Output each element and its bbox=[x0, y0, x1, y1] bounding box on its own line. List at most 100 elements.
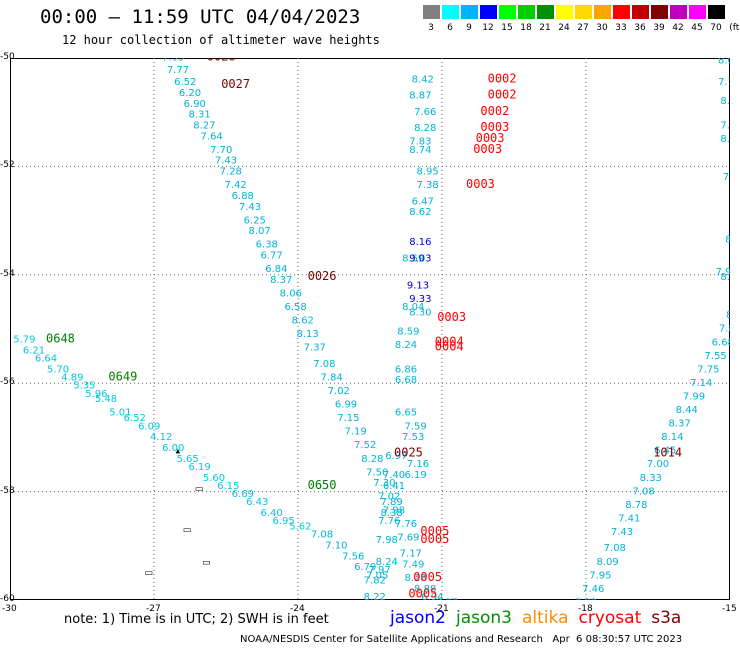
pass-time-label: 0025 bbox=[394, 445, 423, 459]
wave-height-value: 7.76 bbox=[395, 519, 417, 530]
wave-height-value: 6.69 bbox=[232, 489, 254, 500]
colorbar-label: 9 bbox=[466, 23, 472, 33]
colorbar-swatch bbox=[613, 5, 630, 19]
latitude-tick: -56 bbox=[0, 377, 15, 388]
credit-line: NOAA/NESDIS Center for Satellite Applica… bbox=[240, 634, 683, 645]
wave-height-value: 7.56 bbox=[342, 551, 364, 562]
wave-height-value: 8.1 bbox=[720, 134, 730, 145]
latitude-tick: -58 bbox=[0, 485, 15, 496]
colorbar-label: 30 bbox=[596, 23, 608, 33]
colorbar-swatch bbox=[689, 5, 706, 19]
colorbar-label: 39 bbox=[653, 23, 665, 33]
latitude-tick: -50 bbox=[0, 52, 15, 62]
colorbar-swatch bbox=[632, 5, 649, 19]
wave-height-value: 8.09 bbox=[596, 557, 618, 568]
wave-height-value: 8.22 bbox=[364, 592, 386, 600]
wave-height-value: 7.08 bbox=[632, 486, 654, 497]
colorbar-swatch bbox=[442, 5, 459, 19]
wave-height-value: 8.2 bbox=[720, 96, 730, 107]
wave-height-value: 8.06 bbox=[280, 288, 302, 299]
wave-height-value: 7.53 bbox=[402, 432, 424, 443]
wave-height-value: 8.78 bbox=[625, 500, 647, 511]
colorbar-label: 27 bbox=[577, 23, 589, 33]
wave-height-value: 7.80 bbox=[719, 324, 730, 335]
wave-height-value: 8.16 bbox=[409, 237, 431, 248]
wave-height-value: 7.64 bbox=[200, 131, 222, 142]
wave-height-value: 7.43 bbox=[215, 156, 237, 167]
wave-height-value: 7.43 bbox=[611, 527, 633, 538]
wave-height-value: 8.28 bbox=[404, 573, 426, 584]
colorbar-unit: (ft) bbox=[729, 23, 740, 33]
pass-time-label: 0649 bbox=[108, 369, 137, 383]
legend-satellite: altika bbox=[522, 608, 569, 628]
wave-height-value: 8.44 bbox=[676, 405, 698, 416]
wave-height-value: 7.76 bbox=[378, 516, 400, 527]
satellite-legend: jason2 jason3 altika cryosat s3a bbox=[390, 608, 691, 628]
island-marker: ▭ bbox=[144, 569, 153, 579]
wave-height-value: 6.52 bbox=[174, 77, 196, 88]
wave-height-value: 9.03 bbox=[409, 253, 431, 264]
wave-height-value: 8.07 bbox=[248, 226, 270, 237]
colorbar-swatch bbox=[480, 5, 497, 19]
wave-height-value: 8.88 bbox=[414, 584, 436, 595]
pass-time-label: 0028 bbox=[207, 58, 236, 64]
wave-height-value: 7.75 bbox=[697, 364, 719, 375]
wave-height-value: 6.20 bbox=[179, 88, 201, 99]
wave-height-value: 6.40 bbox=[260, 508, 282, 519]
wave-height-value: 6.64 bbox=[35, 354, 57, 365]
wave-height-value: 7.8 bbox=[723, 172, 730, 183]
colorbar-swatch bbox=[461, 5, 478, 19]
wave-height-value: 6.25 bbox=[244, 215, 266, 226]
pass-time-label: 0027 bbox=[221, 77, 250, 91]
pass-time-label: 0026 bbox=[308, 269, 337, 283]
pass-time-label: 0003 bbox=[473, 142, 502, 156]
wave-height-value: 9.33 bbox=[409, 294, 431, 305]
wave-height-value: 8.62 bbox=[292, 316, 314, 327]
wave-height-value: 8.42 bbox=[412, 74, 434, 85]
wave-height-value: 7.05 bbox=[366, 570, 388, 581]
wave-height-value: 6.47 bbox=[412, 196, 434, 207]
wave-height-value: 7.10 bbox=[325, 541, 347, 552]
pass-time-label: 0005 bbox=[408, 586, 437, 600]
colorbar-swatch bbox=[499, 5, 516, 19]
colorbar-swatch bbox=[708, 5, 725, 19]
wave-height-value: 7.70 bbox=[210, 145, 232, 156]
wave-height-value: 7.98 bbox=[383, 505, 405, 516]
colorbar-label: 3 bbox=[428, 23, 434, 33]
wave-height-value: 4.12 bbox=[150, 432, 172, 443]
pass-time-label: 0004 bbox=[435, 340, 464, 354]
legend-satellite: cryosat bbox=[578, 608, 642, 628]
island-marker: ▴ bbox=[176, 447, 181, 457]
map-subtitle: 12 hour collection of altimeter wave hei… bbox=[62, 33, 380, 47]
wave-height-value: 6.86 bbox=[395, 364, 417, 375]
pass-time-label: 0005 bbox=[413, 570, 442, 584]
wave-height-value: 6.52 bbox=[124, 413, 146, 424]
wave-height-value: 8.77 bbox=[720, 272, 730, 283]
wave-height-value: 7.37 bbox=[304, 343, 326, 354]
colorbar-swatch bbox=[556, 5, 573, 19]
wave-height-value: 8.28 bbox=[414, 123, 436, 134]
wave-height-value: 6.43 bbox=[246, 497, 268, 508]
wave-height-value: 7.38 bbox=[416, 180, 438, 191]
colorbar-label: 6 bbox=[447, 23, 453, 33]
wave-height-value: 6.79 bbox=[354, 562, 376, 573]
longitude-tick: -30 bbox=[2, 604, 17, 614]
wave-height-value: 6.95 bbox=[272, 516, 294, 527]
wave-height-value: 8.28 bbox=[361, 454, 383, 465]
wave-height-value: 8.44 bbox=[726, 310, 730, 321]
wave-height-value: 6.68 bbox=[395, 375, 417, 386]
longitude-tick: -21 bbox=[434, 604, 449, 614]
wave-height-value: 6.88 bbox=[232, 191, 254, 202]
colorbar-label: 36 bbox=[634, 23, 646, 33]
wave-height-value: 5.01 bbox=[109, 408, 131, 419]
colorbar-label: 33 bbox=[615, 23, 627, 33]
wave-height-value: 7.16 bbox=[407, 459, 429, 470]
latitude-tick: -52 bbox=[0, 160, 15, 171]
wave-height-value: 7.97 bbox=[368, 565, 390, 576]
wave-height-value: 6.77 bbox=[260, 251, 282, 262]
longitude-tick: -24 bbox=[290, 604, 305, 614]
wave-height-value: 8.01 bbox=[718, 58, 730, 66]
latitude-tick: -54 bbox=[0, 268, 15, 279]
colorbar-swatch bbox=[423, 5, 440, 19]
wave-height-value: 7.14 bbox=[690, 378, 712, 389]
